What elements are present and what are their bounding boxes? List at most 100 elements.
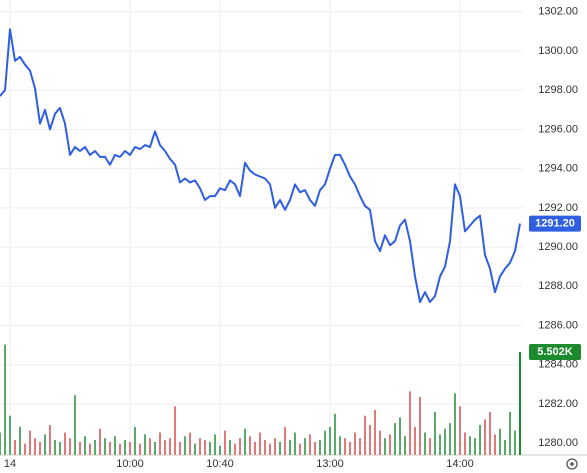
volume-bar <box>349 441 351 455</box>
y-tick-label: 1290.00 <box>538 241 578 253</box>
settings-icon[interactable] <box>566 458 578 470</box>
volume-bar <box>94 440 96 455</box>
volume-bar <box>399 417 401 455</box>
volume-bar <box>319 440 321 455</box>
x-tick-label: 13:00 <box>316 458 344 470</box>
volume-bar <box>394 423 396 455</box>
volume-bar <box>144 434 146 455</box>
volume-bar <box>409 391 411 455</box>
y-tick-label: 1292.00 <box>538 202 578 214</box>
volume-bar <box>219 445 221 455</box>
volume-bar <box>184 436 186 455</box>
volume-bar <box>89 443 91 455</box>
price-line <box>0 28 521 303</box>
volume-bar <box>224 430 226 455</box>
volume-bar <box>374 410 376 455</box>
volume-bar <box>479 425 481 455</box>
volume-bar <box>269 443 271 455</box>
volume-bar <box>154 441 156 455</box>
volume-bar <box>419 396 421 455</box>
y-tick-label: 1288.00 <box>538 280 578 292</box>
volume-bar <box>139 443 141 455</box>
volume-bar <box>459 406 461 455</box>
volume-bar <box>124 440 126 455</box>
volume-bar <box>169 438 171 455</box>
last-price-label: 1291.20 <box>535 217 575 229</box>
volume-bar <box>369 425 371 455</box>
volume-bar <box>489 411 491 455</box>
volume-bar <box>309 434 311 455</box>
last-volume-tag <box>529 343 581 360</box>
last-volume-label: 5.502K <box>537 346 573 358</box>
volume-bar <box>249 436 251 455</box>
volume-bar <box>174 406 176 455</box>
volume-bar <box>239 438 241 455</box>
volume-bar <box>299 443 301 455</box>
volume-bar <box>189 432 191 455</box>
volume-bar <box>44 434 46 455</box>
volume-bar <box>74 395 76 455</box>
volume-bar <box>329 426 331 455</box>
volume-bar <box>274 438 276 455</box>
volume-bar <box>64 432 66 455</box>
volume-bar <box>454 393 456 455</box>
volume-bar <box>0 432 1 455</box>
volume-bar <box>314 441 316 455</box>
volume-bar <box>199 438 201 455</box>
gear-center[interactable] <box>570 462 574 466</box>
volume-bar <box>289 440 291 455</box>
volume-bar <box>69 438 71 455</box>
volume-bar <box>59 441 61 455</box>
volume-bar <box>54 440 56 455</box>
volume-bar <box>284 426 286 455</box>
volume-bar <box>509 411 511 455</box>
volume-bar <box>209 441 211 455</box>
volume-bar <box>424 432 426 455</box>
volume-bar <box>344 438 346 455</box>
volume-bar <box>389 434 391 455</box>
volume-bar <box>119 443 121 455</box>
volume-bar <box>519 351 521 455</box>
volume-bar <box>364 415 366 455</box>
volume-bar <box>474 438 476 455</box>
volume-bar <box>234 443 236 455</box>
volume-bar <box>439 434 441 455</box>
volume-bar <box>404 436 406 455</box>
y-tick-label: 1302.00 <box>538 6 578 18</box>
volume-bar <box>104 438 106 455</box>
volume-bar <box>229 440 231 455</box>
volume-bar <box>504 440 506 455</box>
volume-bar <box>469 436 471 455</box>
volume-bar <box>254 441 256 455</box>
volume-bar <box>164 440 166 455</box>
gear[interactable] <box>566 458 578 470</box>
volume-bar <box>79 441 81 455</box>
x-tick-label: 14:00 <box>446 458 474 470</box>
volume-bar <box>99 428 101 455</box>
volume-bar <box>34 438 36 455</box>
volume-bar <box>304 438 306 455</box>
y-tick-label: 1294.00 <box>538 163 578 175</box>
last-price-tag <box>529 215 581 232</box>
volume-bar <box>359 438 361 455</box>
volume-bar <box>414 426 416 455</box>
volume-bar <box>114 436 116 455</box>
y-tick-label: 1300.00 <box>538 45 578 57</box>
volume-bar <box>14 440 16 455</box>
volume-bar <box>324 430 326 455</box>
volume-bar <box>264 440 266 455</box>
volume-bar <box>194 443 196 455</box>
volume-bar <box>339 436 341 455</box>
y-tick-label: 1280.00 <box>538 437 578 449</box>
volume-bar <box>384 438 386 455</box>
volume-bar <box>134 426 136 455</box>
volume-bar <box>379 430 381 455</box>
y-tick-label: 1286.00 <box>538 319 578 331</box>
volume-bar <box>204 440 206 455</box>
y-tick-label: 1282.00 <box>538 398 578 410</box>
y-tick-label: 1296.00 <box>538 123 578 135</box>
volume-bar <box>444 428 446 455</box>
volume-bar <box>484 419 486 455</box>
volume-bar <box>24 443 26 455</box>
